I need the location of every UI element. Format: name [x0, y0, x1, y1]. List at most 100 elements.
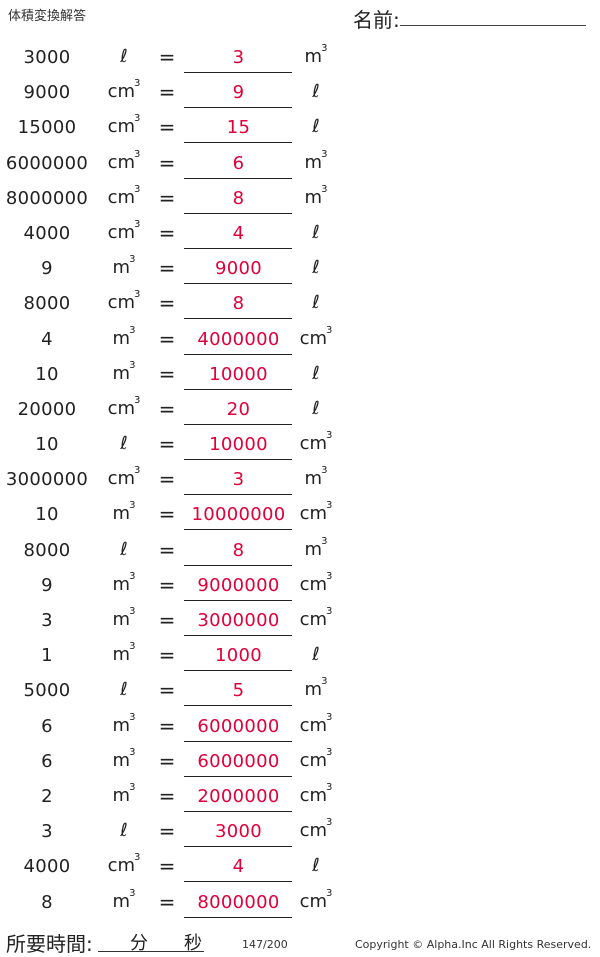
answer-value[interactable]: 15 [226, 117, 251, 139]
answer-value[interactable]: 10000000 [191, 504, 286, 526]
equals-sign: = [158, 185, 176, 210]
answer-value[interactable]: 3 [232, 47, 245, 68]
answer-value[interactable]: 4 [232, 856, 245, 878]
given-value: 10 [35, 504, 59, 526]
answer-underline [184, 318, 292, 320]
answer-value[interactable]: 3000 [214, 821, 262, 843]
seconds-label: 秒 [184, 933, 202, 954]
from-unit: cm3 [107, 78, 141, 103]
answer-underline [184, 388, 292, 390]
equals-sign: = [158, 748, 176, 773]
given-value: 5000 [23, 680, 71, 702]
answer-underline [184, 599, 292, 601]
from-unit: cm3 [107, 113, 141, 138]
problem-row: 15000 cm3 = 15 ℓ [0, 109, 360, 144]
from-unit: m3 [112, 254, 136, 279]
answer-value[interactable]: 8 [232, 539, 245, 561]
answer-value[interactable]: 8000000 [197, 891, 280, 913]
equals-sign: = [158, 819, 176, 844]
minutes-label: 分 [130, 933, 148, 954]
answer-value[interactable]: 9 [232, 82, 245, 104]
answer-underline [184, 353, 292, 355]
equals-sign: = [158, 220, 176, 245]
from-unit: m3 [112, 887, 136, 912]
answer-underline [184, 529, 292, 531]
equals-sign: = [158, 326, 176, 351]
from-unit: cm3 [107, 183, 141, 208]
given-value: 3 [41, 821, 53, 843]
answer-underline [184, 107, 292, 109]
given-value: 1 [41, 645, 53, 667]
answer-underline [184, 72, 292, 73]
problem-row: 4 m3 = 4000000 cm3 [0, 321, 360, 356]
equals-sign: = [158, 396, 176, 421]
problem-row: 3000000 cm3 = 3 m3 [0, 461, 360, 496]
to-unit: ℓ [312, 644, 320, 666]
worksheet-title: 体積変換解答 [8, 9, 87, 24]
answer-underline [184, 177, 292, 179]
from-unit: m3 [112, 359, 136, 384]
from-unit: ℓ [120, 679, 128, 701]
answer-value[interactable]: 6 [232, 152, 245, 174]
answer-value[interactable]: 9000 [214, 258, 262, 280]
name-field-line[interactable] [400, 25, 586, 26]
given-value: 3 [41, 610, 53, 631]
problem-row: 3000 ℓ = 3 m3 [0, 39, 360, 74]
from-unit: m3 [112, 500, 136, 525]
problem-row: 8000000 cm3 = 8 m3 [0, 180, 360, 215]
equals-sign: = [158, 150, 176, 175]
given-value: 4 [41, 328, 53, 350]
problem-row: 9 m3 = 9000 ℓ [0, 250, 360, 285]
equals-sign: = [158, 256, 176, 281]
answer-value[interactable]: 10000 [209, 363, 268, 385]
equals-sign: = [158, 572, 176, 597]
from-unit: cm3 [107, 852, 141, 877]
from-unit: cm3 [107, 148, 141, 173]
to-unit: m3 [304, 183, 328, 208]
answer-value[interactable]: 1000 [214, 645, 262, 667]
given-value: 9000 [23, 82, 71, 104]
equals-sign: = [158, 432, 176, 457]
given-value: 10 [35, 363, 59, 385]
from-unit: ℓ [120, 538, 128, 560]
equals-sign: = [158, 608, 176, 632]
to-unit: m3 [304, 465, 328, 490]
answer-value[interactable]: 4 [232, 222, 245, 244]
given-value: 4000 [23, 856, 71, 878]
given-value: 4000 [23, 222, 71, 244]
equals-sign: = [158, 80, 176, 105]
answer-value[interactable]: 10000 [209, 434, 268, 456]
equals-sign: = [158, 537, 176, 562]
equals-sign: = [158, 889, 176, 914]
problem-list: 3000 ℓ = 3 m3 9000 cm3 = 9 ℓ 15000 cm3 = 15 ℓ 6000000 cm… [0, 39, 360, 919]
given-value: 8000 [23, 539, 71, 561]
answer-value[interactable]: 6000000 [197, 715, 280, 737]
page-number: 147/200 [242, 938, 288, 951]
answer-value[interactable]: 8 [232, 187, 245, 209]
given-value: 3000000 [5, 469, 89, 491]
answer-value[interactable]: 8 [232, 293, 245, 315]
answer-underline [184, 846, 292, 848]
problem-row: 8000 ℓ = 8 m3 [0, 532, 360, 567]
given-value: 6 [41, 750, 53, 772]
problem-row: 10 ℓ = 10000 cm3 [0, 426, 360, 461]
answer-value[interactable]: 9000000 [197, 574, 280, 596]
answer-underline [184, 142, 292, 144]
given-value: 20000 [17, 398, 77, 420]
given-value: 6000000 [5, 152, 89, 174]
to-unit: cm3 [299, 324, 333, 349]
answer-value[interactable]: 4000000 [197, 328, 280, 350]
problem-row: 6 m3 = 6000000 cm3 [0, 743, 360, 778]
from-unit: m3 [112, 746, 136, 771]
answer-value[interactable]: 3000000 [197, 610, 280, 631]
answer-value[interactable]: 2000000 [197, 785, 280, 807]
answer-value[interactable]: 5 [232, 680, 245, 702]
answer-value[interactable]: 20 [226, 398, 251, 420]
time-field-line[interactable] [98, 951, 204, 952]
given-value: 9 [41, 574, 53, 596]
answer-underline [184, 564, 292, 566]
from-unit: m3 [112, 570, 136, 595]
answer-value[interactable]: 3 [232, 469, 245, 491]
answer-value[interactable]: 6000000 [197, 750, 280, 772]
problem-row: 2 m3 = 2000000 cm3 [0, 778, 360, 813]
